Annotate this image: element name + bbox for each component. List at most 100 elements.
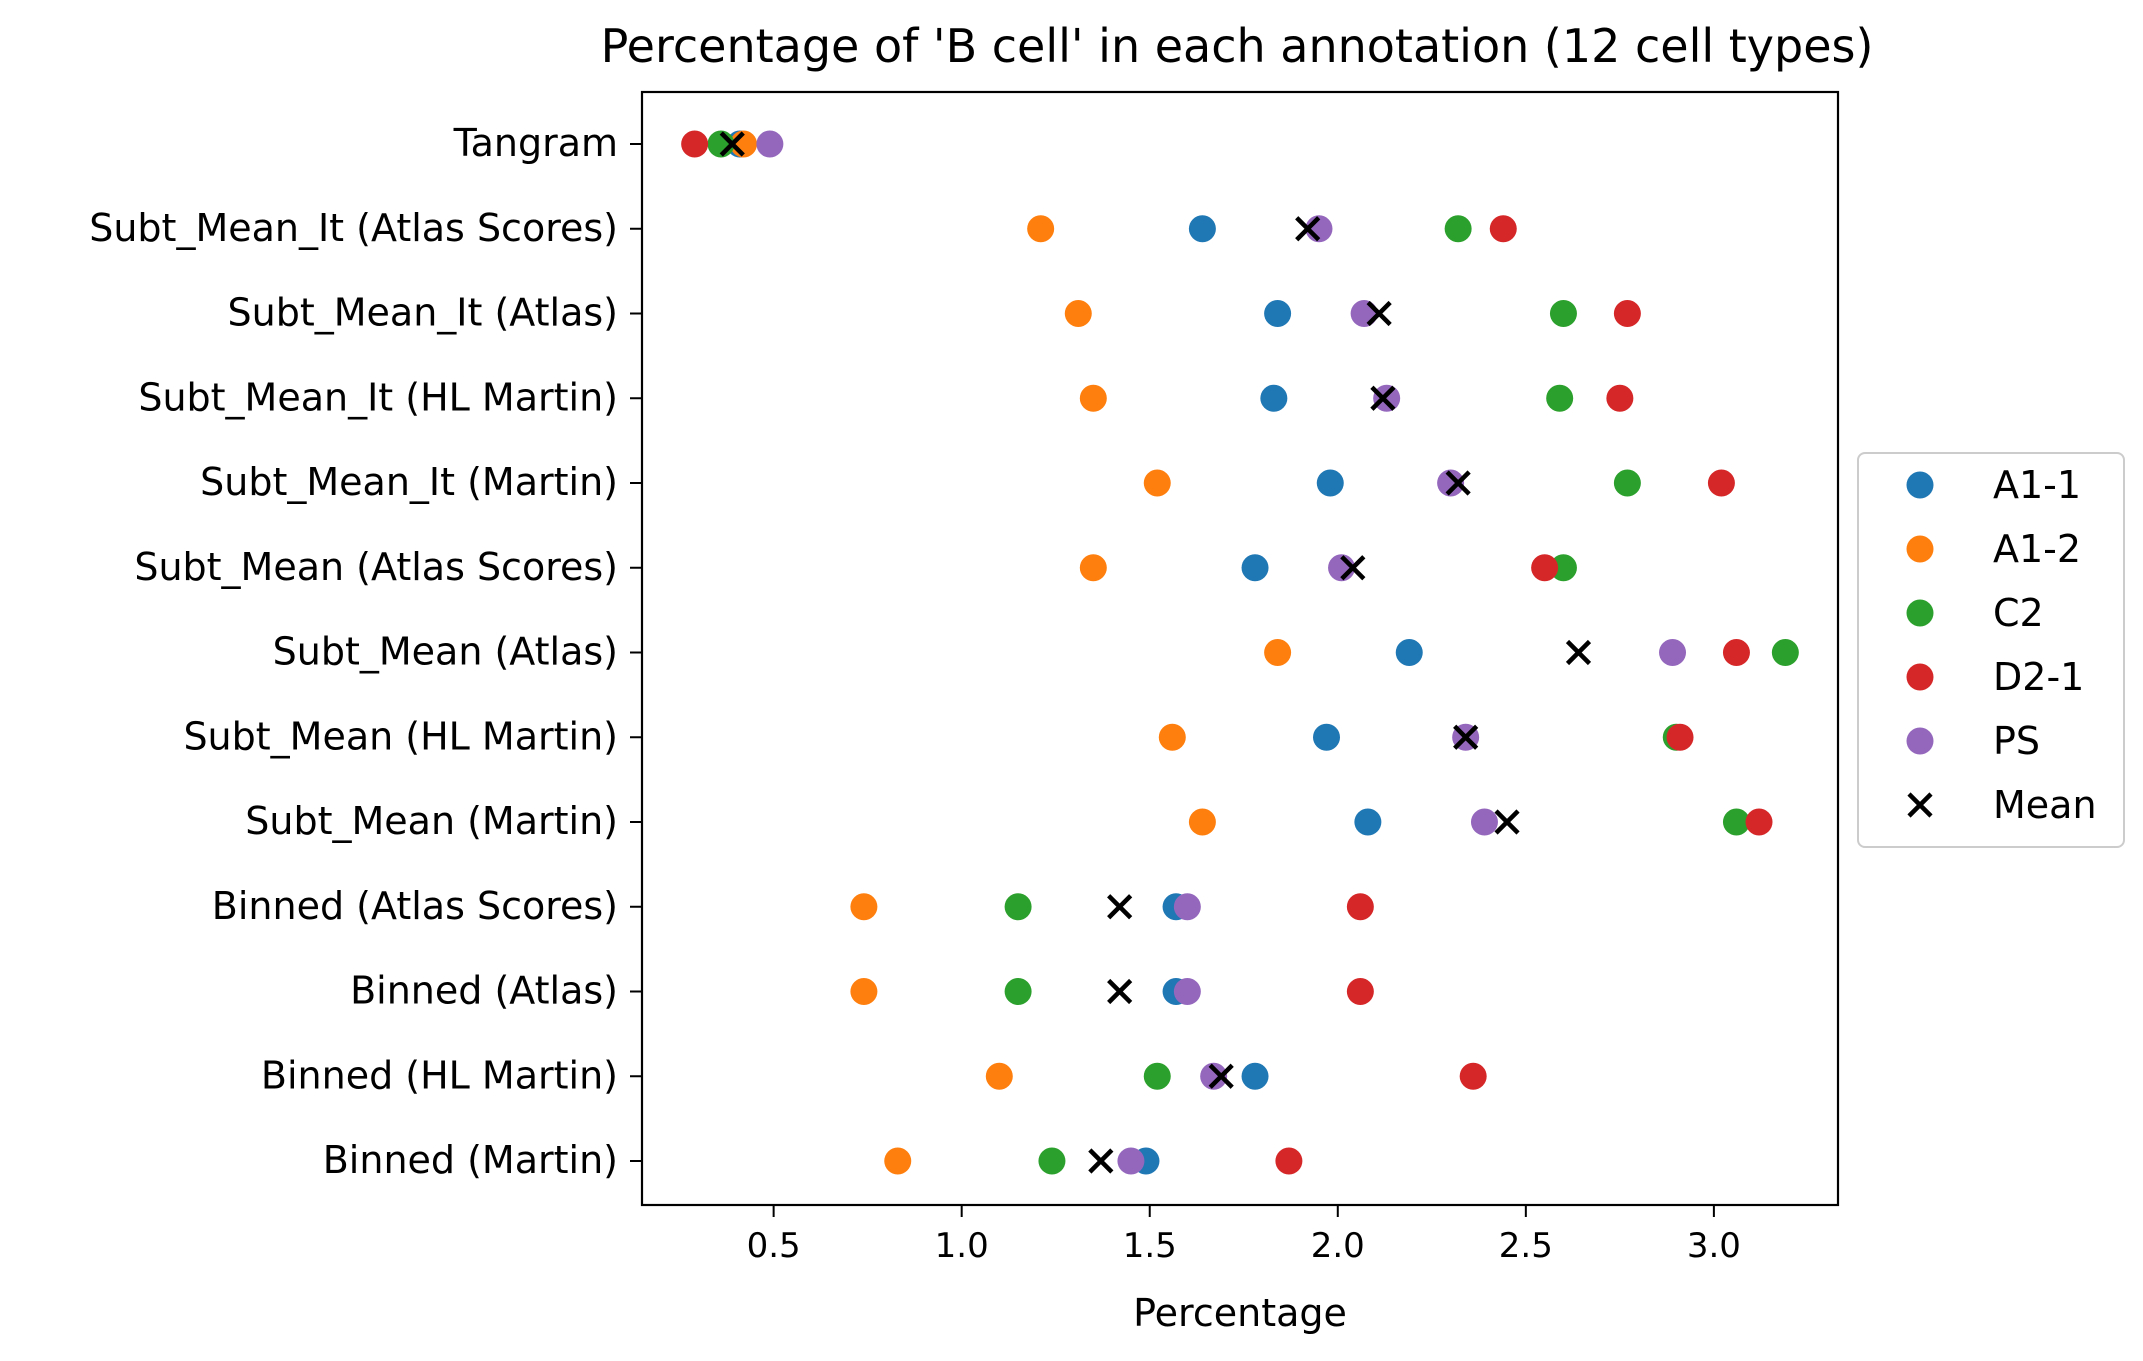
- data-point: [756, 130, 784, 158]
- data-point: [1038, 1147, 1066, 1175]
- data-point: [850, 978, 878, 1005]
- data-point-mean: [1107, 978, 1133, 1005]
- data-point-mean: [1565, 639, 1592, 666]
- data-point-mean: [1366, 300, 1392, 327]
- data-point: [1158, 723, 1186, 751]
- legend-label: Mean: [1993, 783, 2097, 827]
- data-point: [1260, 384, 1288, 412]
- x-tick-label: 3.0: [1687, 1226, 1741, 1266]
- data-point: [1143, 1062, 1171, 1090]
- data-point: [1722, 808, 1750, 836]
- data-point: [1373, 384, 1401, 412]
- data-point: [1613, 469, 1641, 497]
- data-point-mean: [1295, 216, 1321, 242]
- x-tick-label: 1.0: [935, 1226, 989, 1266]
- y-axis: Tangram Subt_Mean_It (Atlas Scores) Subt_M…: [89, 121, 642, 1182]
- data-point-mean: [1107, 894, 1133, 920]
- data-point: [1079, 384, 1107, 412]
- series-mean: [719, 131, 1592, 1174]
- data-point: [1346, 978, 1374, 1005]
- y-tick-label: Subt_Mean_It (Atlas Scores): [89, 206, 618, 250]
- data-point: [985, 1062, 1013, 1090]
- data-point: [1264, 639, 1292, 666]
- y-tick-label: Subt_Mean_It (HL Martin): [138, 375, 618, 419]
- y-tick-label: Subt_Mean_It (Atlas): [228, 291, 618, 335]
- data-point: [1346, 893, 1374, 921]
- data-point: [1613, 300, 1641, 327]
- data-point-mean: [1370, 385, 1396, 411]
- legend-label: C2: [1993, 591, 2044, 635]
- legend-label: A1-2: [1993, 527, 2081, 571]
- data-point: [1241, 554, 1269, 582]
- x-tick-label: 2.5: [1499, 1226, 1553, 1266]
- data-point: [1027, 215, 1055, 243]
- data-point: [1549, 300, 1577, 327]
- data-point: [1316, 469, 1344, 497]
- legend-marker: [1906, 599, 1934, 627]
- data-point: [884, 1147, 912, 1175]
- data-point: [1549, 554, 1577, 582]
- data-point-mean: [719, 131, 745, 157]
- data-point: [1313, 723, 1341, 751]
- data-point-mean: [1208, 1063, 1234, 1089]
- data-point: [1395, 639, 1423, 666]
- y-tick-label: Subt_Mean (Martin): [245, 799, 618, 843]
- data-point: [1264, 300, 1292, 327]
- data-point: [1004, 978, 1032, 1005]
- data-point: [1173, 893, 1201, 921]
- data-point-mean: [1453, 724, 1479, 750]
- y-tick-label: Tangram: [453, 121, 618, 165]
- data-point: [850, 893, 878, 921]
- data-point: [1666, 723, 1694, 751]
- data-point: [1350, 300, 1378, 327]
- y-tick-label: Binned (HL Martin): [261, 1053, 618, 1097]
- data-point-mean: [1445, 470, 1471, 496]
- data-point: [1079, 554, 1107, 582]
- legend-marker: [1906, 471, 1934, 499]
- legend-marker: [1906, 663, 1934, 691]
- data-point: [1004, 893, 1032, 921]
- plot-area: [681, 130, 1799, 1175]
- data-point: [1659, 639, 1687, 666]
- data-point: [1117, 1147, 1145, 1175]
- data-point: [1354, 808, 1382, 836]
- legend-marker-mean: [1907, 792, 1933, 818]
- data-point-mean: [1494, 809, 1520, 835]
- data-point: [1188, 808, 1216, 836]
- y-tick-label: Binned (Atlas Scores): [212, 884, 618, 928]
- data-point: [1173, 978, 1201, 1005]
- y-tick-label: Subt_Mean_It (Martin): [200, 460, 618, 504]
- y-tick-label: Subt_Mean (Atlas Scores): [134, 545, 618, 589]
- y-tick-label: Binned (Atlas): [350, 969, 618, 1013]
- plot-frame: [640, 90, 1840, 1207]
- data-point: [1771, 639, 1799, 666]
- legend-label: D2-1: [1993, 655, 2084, 699]
- data-point: [1444, 215, 1472, 243]
- data-point: [1143, 469, 1171, 497]
- data-point: [1459, 1062, 1487, 1090]
- data-point: [1437, 469, 1465, 497]
- legend-label: PS: [1993, 719, 2040, 763]
- data-point: [1489, 215, 1517, 243]
- data-point-mean: [1340, 555, 1366, 581]
- chart-title: Percentage of 'B cell' in each annotatio…: [601, 19, 1874, 73]
- data-point: [1546, 384, 1574, 412]
- y-tick-label: Subt_Mean (Atlas): [273, 630, 618, 674]
- data-point: [1606, 384, 1634, 412]
- data-point-mean: [1088, 1148, 1114, 1174]
- data-point: [1707, 469, 1735, 497]
- x-axis-label: Percentage: [1133, 1291, 1347, 1335]
- data-point: [1064, 300, 1092, 327]
- data-point: [1745, 808, 1773, 836]
- series-ps: [756, 130, 1687, 1175]
- data-point: [1241, 1062, 1269, 1090]
- x-axis: 0.5 1.0 1.5 2.0 2.5 3.0: [747, 1205, 1741, 1266]
- x-tick-label: 0.5: [747, 1226, 801, 1266]
- legend-label: A1-1: [1993, 463, 2081, 507]
- series-d2-1: [681, 130, 1773, 1175]
- legend: A1-1 A1-2 C2 D2-1 PS Mean: [1857, 452, 2125, 848]
- legend-marker: [1906, 727, 1934, 755]
- data-point: [1275, 1147, 1303, 1175]
